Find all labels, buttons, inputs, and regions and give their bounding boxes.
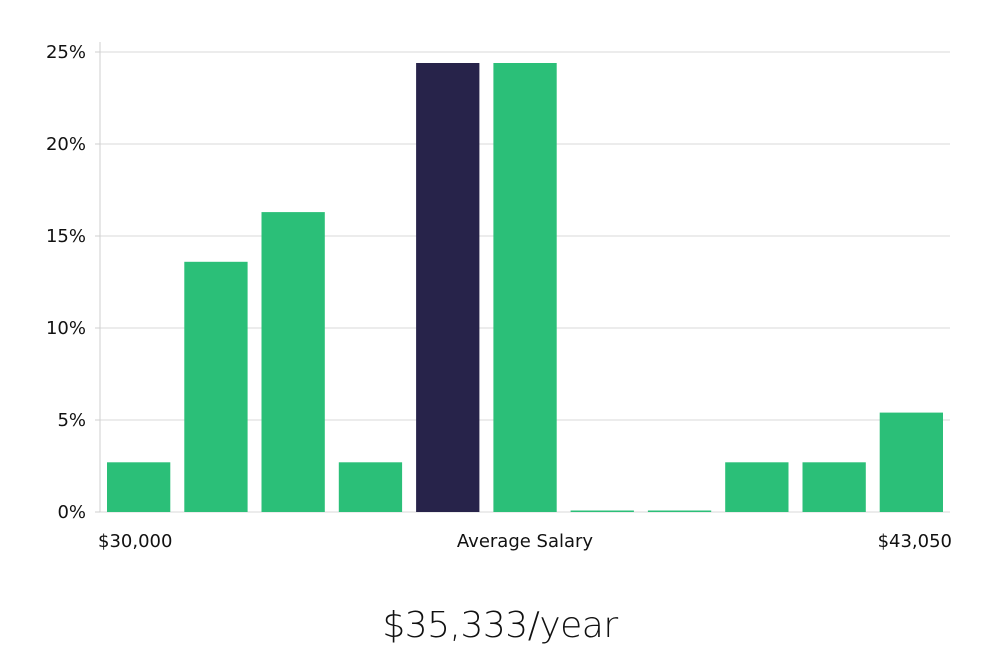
y-tick-label: 15%	[46, 226, 86, 247]
y-tick-label: 25%	[46, 42, 86, 63]
y-tick-label: 10%	[46, 318, 86, 339]
bars	[107, 63, 943, 512]
salary-histogram: 0%5%10%15%20%25% $30,000 Average Salary …	[46, 42, 952, 552]
bar	[261, 212, 325, 512]
bar	[725, 462, 789, 512]
bar-highlighted	[416, 63, 480, 512]
bar	[802, 462, 866, 512]
bar	[493, 63, 557, 512]
bar	[184, 261, 248, 512]
bar	[338, 462, 403, 512]
bar	[647, 510, 712, 512]
bar	[107, 462, 171, 512]
bar	[879, 412, 943, 512]
y-tick-label: 20%	[46, 134, 86, 155]
y-tick-label: 5%	[57, 410, 86, 431]
y-axis-ticks: 0% 5% 10% 15% 20% 25%	[46, 42, 100, 523]
y-tick-label: 0%	[57, 502, 86, 523]
x-min-label: $30,000	[98, 531, 172, 552]
x-axis-title: Average Salary	[457, 531, 594, 552]
average-salary-value: $35,333/year	[382, 605, 618, 646]
x-max-label: $43,050	[878, 531, 952, 552]
bar	[570, 510, 634, 512]
